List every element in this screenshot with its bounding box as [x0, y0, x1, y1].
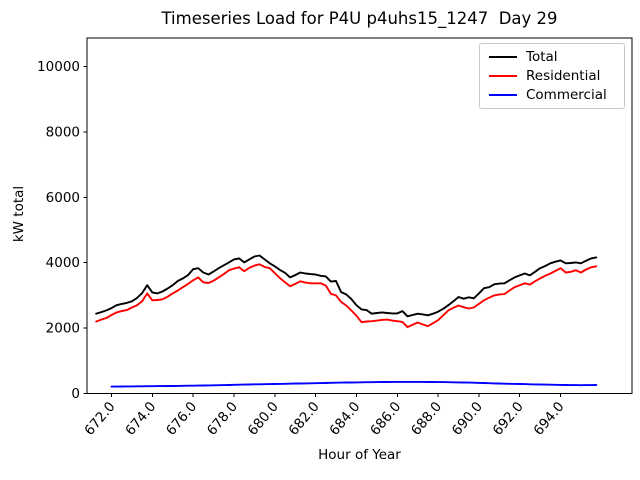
legend-label-total: Total: [526, 49, 558, 66]
x-tick-label: 684.0: [326, 399, 363, 439]
y-tick-label: 6000: [46, 190, 80, 206]
series-line-residential: [95, 263, 598, 329]
y-axis-label: kW total: [11, 185, 27, 243]
x-tick-label: 682.0: [286, 399, 323, 439]
y-tick-label: 8000: [46, 124, 80, 140]
y-tick-label: 2000: [46, 321, 80, 337]
legend-entry-total: Total: [489, 48, 616, 66]
series-line-total: [95, 254, 598, 318]
y-tick-label: 4000: [46, 255, 80, 271]
x-tick-label: 688.0: [408, 399, 445, 439]
legend-line-swatch-residential: [489, 74, 517, 77]
x-tick-label: 686.0: [367, 399, 404, 439]
x-tick-label: 672.0: [81, 399, 118, 439]
chart-title: Timeseries Load for P4U p4uhs15_1247 Day…: [161, 9, 558, 28]
legend-line-swatch-total: [489, 56, 517, 59]
series-line-commercial: [110, 380, 598, 388]
y-tick-label: 0: [71, 386, 80, 402]
x-tick-label: 680.0: [245, 399, 282, 439]
legend-label-residential: Residential: [526, 67, 601, 84]
axis-frame: [86, 37, 633, 394]
x-tick-label: 674.0: [122, 399, 159, 439]
legend: Total Residential Commercial: [479, 43, 625, 109]
legend-entry-commercial: Commercial: [489, 86, 616, 104]
x-tick-label: 678.0: [204, 399, 241, 439]
legend-line-swatch-commercial: [489, 93, 517, 96]
x-tick-label: 694.0: [531, 399, 568, 439]
x-tick-label: 690.0: [449, 399, 486, 439]
legend-entry-residential: Residential: [489, 67, 616, 85]
y-tick-label: 10000: [37, 59, 80, 75]
legend-label-commercial: Commercial: [526, 86, 607, 103]
x-axis-label: Hour of Year: [318, 447, 401, 463]
x-tick-label: 676.0: [163, 399, 200, 439]
x-tick-label: 692.0: [490, 399, 527, 439]
